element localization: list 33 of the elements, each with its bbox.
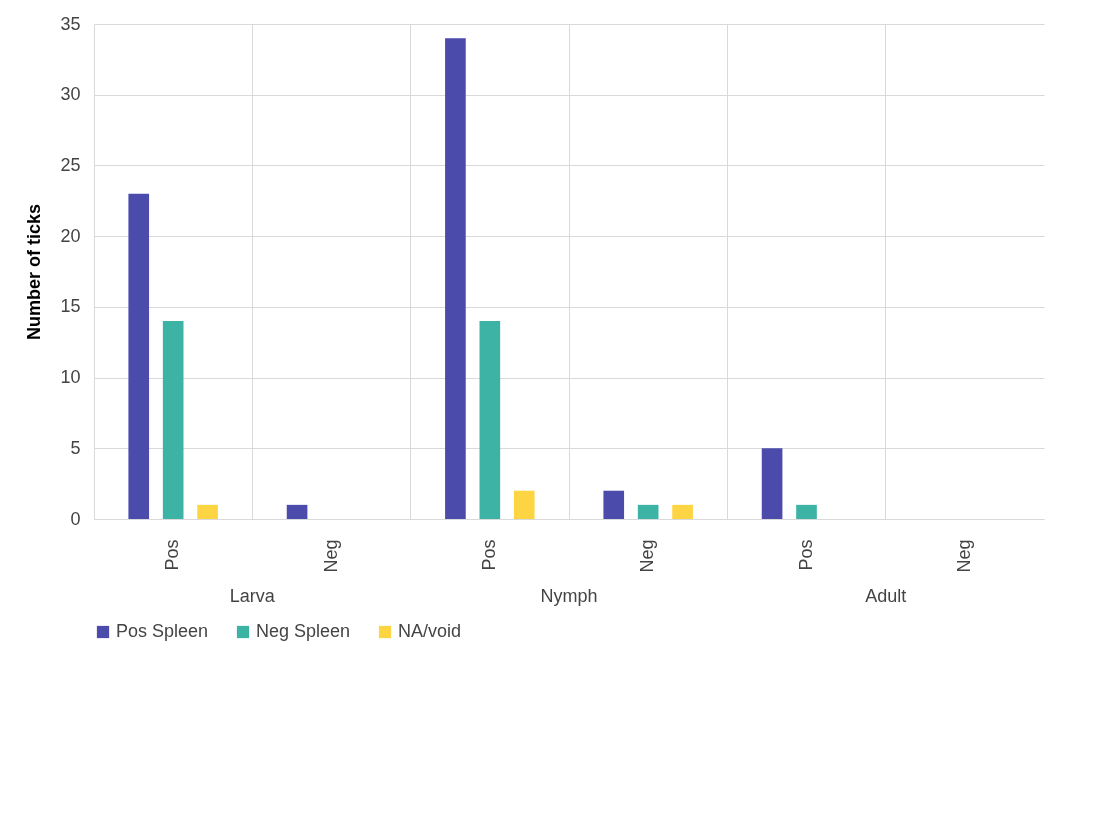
text: Adult: [865, 586, 907, 606]
x-tick-label: Neg: [320, 539, 341, 573]
x-tick-label: Neg: [637, 539, 658, 573]
y-tick-label: 5: [70, 437, 81, 458]
legend-label: Pos Spleen: [116, 621, 209, 641]
legend-label: NA/void: [398, 621, 462, 641]
y-tick-label: 10: [60, 367, 81, 388]
y-tick-label: 20: [60, 225, 81, 246]
x-tick-label: Pos: [478, 539, 499, 571]
y-tick-label: 30: [60, 84, 81, 105]
bar: [479, 321, 501, 519]
x-tick-label: Pos: [795, 539, 816, 571]
legend-label: Neg Spleen: [256, 621, 351, 641]
bar: [286, 504, 308, 519]
bar: [603, 490, 625, 519]
bar: [796, 504, 817, 519]
x-tick-label: Pos: [162, 539, 183, 571]
x-tick-label: Neg: [953, 539, 974, 573]
text: Nymph: [540, 586, 598, 606]
y-axis-title: Number of ticks: [24, 203, 45, 341]
bar: [761, 448, 783, 519]
bar: [672, 504, 693, 519]
bar: [637, 504, 659, 519]
bar: [513, 490, 535, 519]
bar: [445, 38, 466, 519]
y-tick-label: 15: [60, 296, 81, 317]
text: Larva: [229, 586, 276, 606]
bar: [162, 321, 184, 519]
y-tick-label: 25: [60, 154, 81, 175]
y-tick-label: 35: [60, 13, 81, 34]
y-tick-label: 0: [70, 508, 81, 529]
bar: [128, 193, 150, 519]
bar: [197, 504, 218, 519]
